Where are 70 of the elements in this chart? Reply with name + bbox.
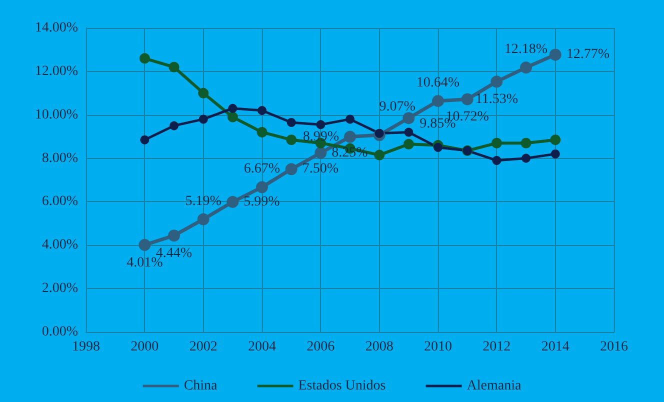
point xyxy=(285,163,298,176)
data-label: 5.19% xyxy=(185,194,222,209)
point xyxy=(226,196,239,208)
x-tick-label: 2000 xyxy=(130,340,159,354)
point xyxy=(168,230,180,242)
y-tick-label: 12.00% xyxy=(34,64,78,79)
legend-label: Alemania xyxy=(466,378,522,394)
data-label: 12.77% xyxy=(566,47,610,62)
point xyxy=(432,94,444,107)
point xyxy=(374,150,385,160)
point xyxy=(550,149,560,158)
y-tick-label: 6.00% xyxy=(42,194,78,210)
point xyxy=(461,93,474,106)
point xyxy=(520,138,532,148)
y-tick-label: 10.00% xyxy=(34,107,78,122)
point xyxy=(314,146,327,159)
data-label: 7.50% xyxy=(302,162,339,177)
point xyxy=(492,156,502,165)
point xyxy=(549,48,562,61)
point xyxy=(139,53,150,64)
y-tick-label: 8.00% xyxy=(42,150,78,166)
y-tick-label: 14.00% xyxy=(34,20,78,36)
point xyxy=(138,238,151,251)
data-label: 11.53% xyxy=(475,92,518,108)
point xyxy=(550,134,561,146)
point xyxy=(346,114,354,124)
x-tick-label: 2014 xyxy=(541,340,570,354)
point xyxy=(227,112,238,122)
point xyxy=(520,62,532,74)
data-label: 12.18% xyxy=(504,42,548,58)
x-tick-label: 2012 xyxy=(482,340,511,354)
x-tick-label: 2010 xyxy=(424,340,452,354)
point xyxy=(374,128,384,138)
legend-label: Estados Unidos xyxy=(298,378,386,394)
legend-label: China xyxy=(184,378,218,394)
point xyxy=(402,112,415,124)
y-tick-label: 4.00% xyxy=(42,238,78,253)
y-tick-label: 2.00% xyxy=(42,281,78,296)
point xyxy=(198,88,209,98)
x-tick-label: 1998 xyxy=(72,340,100,354)
point xyxy=(490,76,503,88)
data-label: 9.07% xyxy=(379,100,416,115)
point xyxy=(197,213,210,226)
point xyxy=(286,118,296,127)
point xyxy=(256,181,268,194)
point xyxy=(170,121,178,130)
point xyxy=(256,126,268,138)
point xyxy=(404,128,414,137)
point xyxy=(198,114,208,124)
y-tick-label: 0.00% xyxy=(42,324,78,340)
point xyxy=(168,62,180,72)
data-label: 6.67% xyxy=(244,162,280,177)
point xyxy=(228,104,238,113)
point xyxy=(434,142,442,152)
point xyxy=(344,130,356,143)
point xyxy=(403,138,414,150)
x-tick-label: 2002 xyxy=(189,340,218,354)
x-tick-label: 2004 xyxy=(248,340,276,354)
point xyxy=(258,106,266,116)
data-label: 5.99% xyxy=(244,194,280,210)
x-tick-label: 2008 xyxy=(365,340,394,354)
x-tick-label: 2016 xyxy=(600,340,628,354)
data-label: 8.99% xyxy=(302,129,340,144)
point xyxy=(491,138,502,148)
point xyxy=(286,134,297,146)
point xyxy=(316,120,326,130)
point xyxy=(522,154,530,163)
data-label: 10.64% xyxy=(416,75,460,90)
point xyxy=(140,135,150,144)
x-tick-label: 2006 xyxy=(306,340,335,354)
